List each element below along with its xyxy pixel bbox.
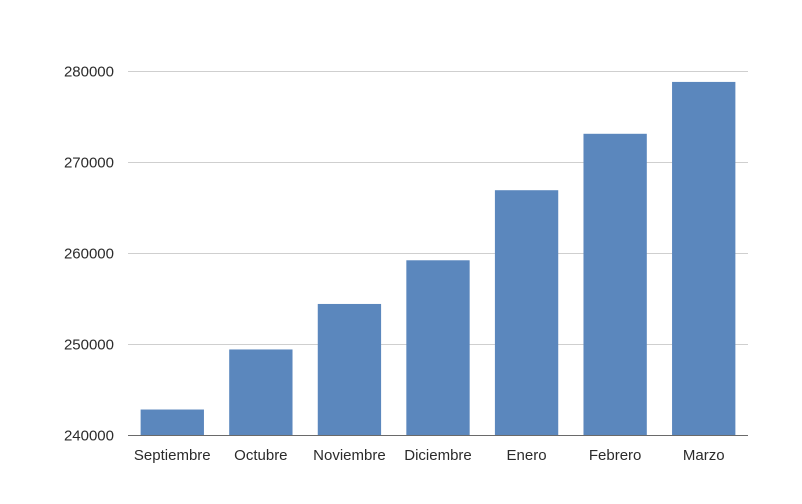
y-tick-label: 270000	[64, 155, 114, 172]
x-category-label: Marzo	[683, 447, 725, 464]
y-tick-label: 280000	[64, 64, 114, 81]
y-axis-tick-labels: 240000 250000 260000 270000 280000	[64, 64, 114, 445]
y-tick-label: 260000	[64, 246, 114, 263]
bar	[494, 190, 559, 435]
bar	[229, 349, 293, 435]
x-category-label: Diciembre	[404, 447, 472, 464]
bars	[140, 81, 736, 436]
x-axis-category-labels: Septiembre Octubre Noviembre Diciembre Enero…	[134, 447, 725, 464]
bar	[317, 303, 382, 435]
bar	[672, 81, 736, 436]
bar	[583, 133, 647, 436]
x-category-label: Septiembre	[134, 447, 211, 464]
x-category-label: Febrero	[589, 447, 642, 464]
bar	[140, 409, 204, 435]
x-category-label: Noviembre	[313, 447, 386, 464]
x-category-label: Octubre	[234, 447, 287, 464]
y-tick-label: 250000	[64, 337, 114, 354]
bar	[406, 260, 470, 435]
y-tick-label: 240000	[64, 428, 114, 445]
x-category-label: Enero	[507, 447, 547, 464]
